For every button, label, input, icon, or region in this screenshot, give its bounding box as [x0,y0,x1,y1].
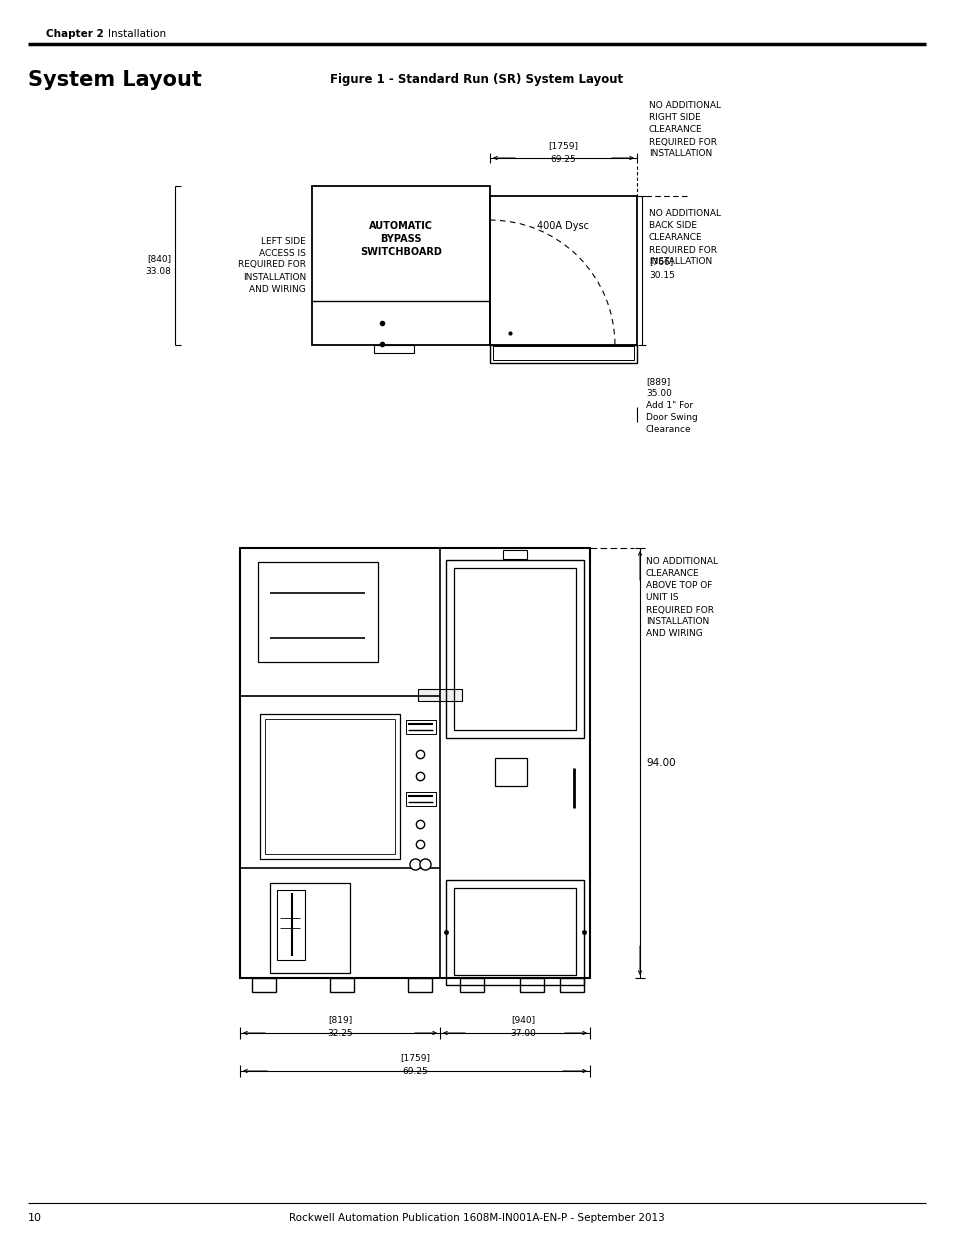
Text: 69.25: 69.25 [402,1067,428,1077]
Bar [252,978,275,992]
Text: [940]: [940] [511,1015,535,1025]
Text: NO ADDITIONAL: NO ADDITIONAL [645,557,718,567]
Text: [819]: [819] [328,1015,352,1025]
Text: Rockwell Automation Publication 1608M-IN001A-EN-P - September 2013: Rockwell Automation Publication 1608M-IN… [289,1213,664,1223]
Text: System Layout: System Layout [28,70,202,90]
Bar [257,562,377,662]
Text: CLEARANCE: CLEARANCE [648,126,702,135]
Text: REQUIRED FOR: REQUIRED FOR [648,137,717,147]
Text: REQUIRED FOR: REQUIRED FOR [237,261,306,269]
Text: RIGHT SIDE: RIGHT SIDE [648,114,700,122]
Bar [446,559,583,739]
Bar [406,792,436,806]
Text: 35.00: 35.00 [645,389,671,399]
Text: 69.25: 69.25 [550,156,576,164]
Text: 400A Dysc: 400A Dysc [537,221,588,231]
Bar [260,714,399,860]
Bar [312,186,490,345]
Text: SWITCHBOARD: SWITCHBOARD [359,247,441,257]
Text: [766]: [766] [648,258,673,267]
Text: [889]: [889] [645,378,670,387]
Text: [1759]: [1759] [547,142,578,151]
Bar [454,568,576,730]
Text: NO ADDITIONAL: NO ADDITIONAL [648,210,720,219]
Bar [240,548,589,978]
Bar [490,345,637,363]
Bar [559,978,583,992]
Text: [840]: [840] [147,254,171,263]
Text: INSTALLATION: INSTALLATION [648,149,712,158]
Text: REQUIRED FOR: REQUIRED FOR [648,246,717,254]
Bar [406,720,436,734]
Text: 37.00: 37.00 [510,1030,536,1039]
Text: AND WIRING: AND WIRING [645,630,702,638]
Bar [265,719,395,853]
Text: Add 1" For: Add 1" For [645,401,693,410]
Text: BYPASS: BYPASS [380,233,421,245]
Bar [490,196,637,345]
Bar [502,550,526,559]
Text: ABOVE TOP OF: ABOVE TOP OF [645,582,712,590]
Text: NO ADDITIONAL: NO ADDITIONAL [648,101,720,110]
Text: ACCESS IS: ACCESS IS [259,248,306,258]
Bar [446,881,583,986]
Text: Door Swing: Door Swing [645,414,697,422]
Bar [519,978,543,992]
Text: 33.08: 33.08 [145,267,171,275]
Bar [493,346,634,359]
Text: INSTALLATION: INSTALLATION [645,618,708,626]
Text: 30.15: 30.15 [648,270,674,279]
Text: BACK SIDE: BACK SIDE [648,221,697,231]
Bar [374,345,414,353]
Text: REQUIRED FOR: REQUIRED FOR [645,605,713,615]
Text: UNIT IS: UNIT IS [645,594,678,603]
Text: Clearance: Clearance [645,426,691,435]
Text: Installation: Installation [108,28,166,40]
Text: LEFT SIDE: LEFT SIDE [261,236,306,246]
Bar [459,978,483,992]
Bar [276,890,305,960]
Text: [1759]: [1759] [399,1053,430,1062]
Bar [417,689,461,701]
Text: AUTOMATIC: AUTOMATIC [369,221,433,231]
Text: CLEARANCE: CLEARANCE [648,233,702,242]
Text: 94.00: 94.00 [645,758,675,768]
Bar [330,978,354,992]
Bar [454,888,576,974]
Text: INSTALLATION: INSTALLATION [648,258,712,267]
Bar [408,978,432,992]
Text: Figure 1 - Standard Run (SR) System Layout: Figure 1 - Standard Run (SR) System Layo… [330,74,622,86]
Text: Chapter 2: Chapter 2 [46,28,104,40]
Text: 32.25: 32.25 [327,1030,353,1039]
Text: AND WIRING: AND WIRING [249,284,306,294]
Text: CLEARANCE: CLEARANCE [645,569,699,578]
Bar [495,758,526,785]
Text: INSTALLATION: INSTALLATION [242,273,306,282]
Bar [270,883,350,973]
Text: 10: 10 [28,1213,42,1223]
